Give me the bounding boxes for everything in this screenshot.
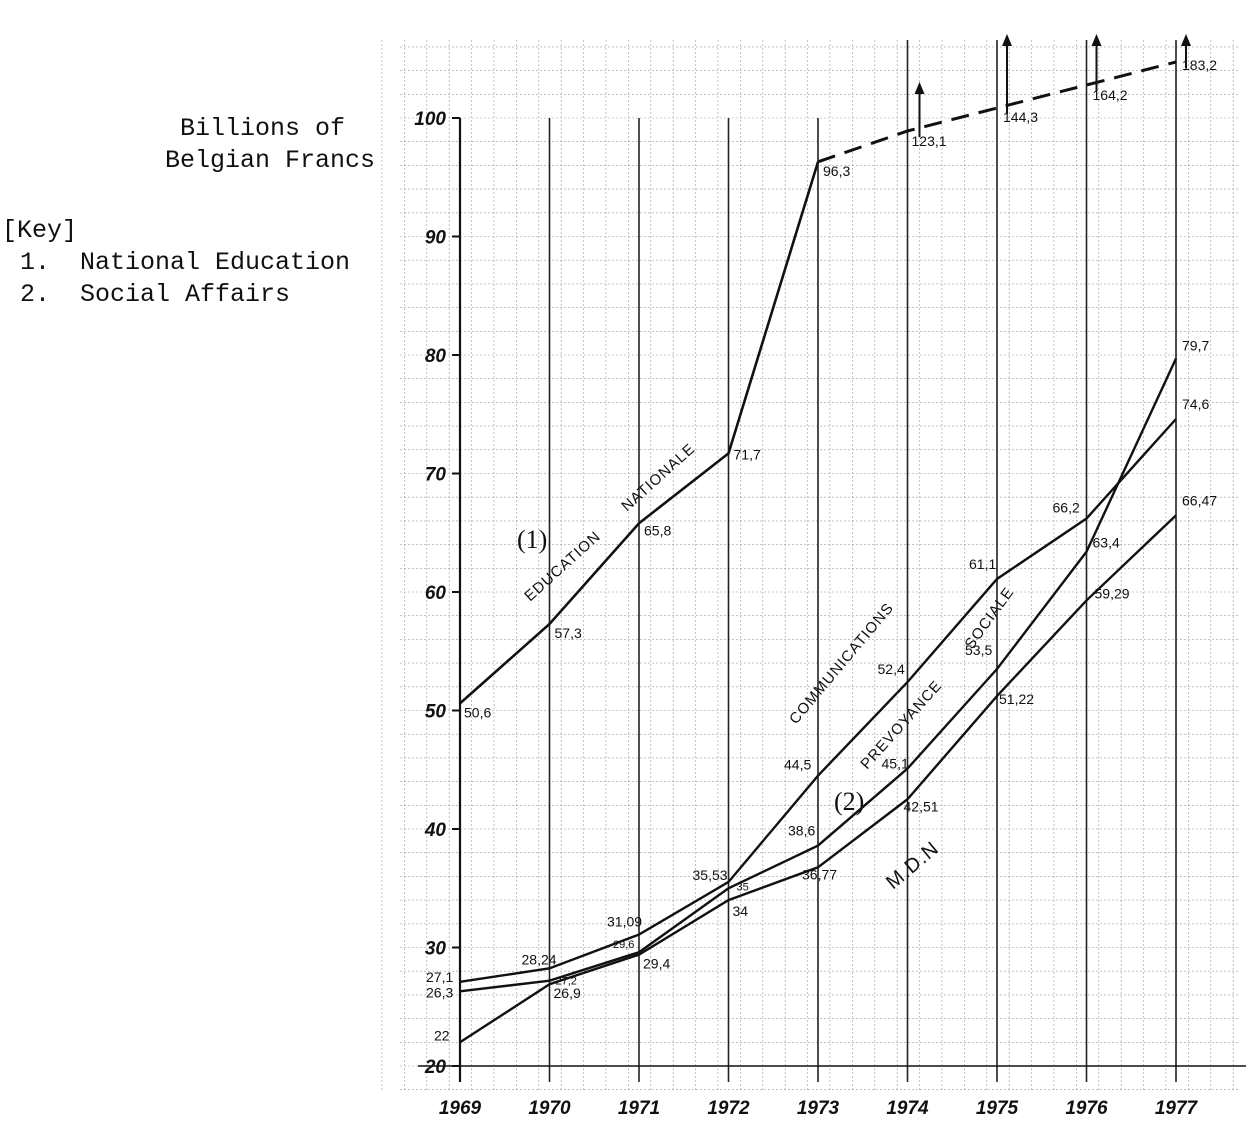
data-label-mdn: 29,4 [643,956,670,972]
data-label-education: 183,2 [1182,57,1217,73]
y-tick-label: 100 [414,109,446,130]
x-tick-label: 1971 [618,1098,660,1119]
data-label-mdn: 51,22 [999,691,1034,707]
data-label-communications: 35,53 [693,867,728,883]
series-line-prevoyance-sociale [459,358,1178,993]
y-tick-label: 80 [425,346,447,367]
off-scale-arrows [914,34,1191,137]
data-label-mdn: 59,29 [1095,585,1130,601]
data-label-communications: 74,6 [1182,396,1209,412]
data-label-mdn: 42,51 [904,798,939,814]
data-labels: 50,6 57,3 65,8 71,7 96,3 123,1 144,3 164,2 183,2… [426,57,1217,1043]
y-tick-label: 20 [424,1057,447,1078]
series-marker-1: (1) [517,525,547,554]
data-label-education: 65,8 [644,522,671,538]
data-label-mdn: 36,77 [802,866,837,882]
data-label-prevoyance: 26,3 [426,984,453,1000]
data-label-prevoyance: 53,5 [965,642,992,658]
data-label-mdn: 26,9 [554,985,581,1001]
series-line-education-dashed [817,60,1177,164]
series-labels: EDUCATIONNATIONALECOMMUNICATIONSPREVOYAN… [517,440,1018,894]
y-tick-label: 40 [424,820,447,841]
series-name-education-2: NATIONALE [618,440,698,515]
y-axis-ticks: 20 30 40 50 60 70 80 90 100 [414,109,460,1078]
data-label-mdn: 22 [434,1027,450,1043]
series-line-education-nationale [459,161,820,705]
key-item-2: 2. Social Affairs [20,280,291,309]
data-label-prevoyance: 63,4 [1093,535,1120,551]
data-label-education: 144,3 [1003,109,1038,125]
key-item-1: 1. National Education [20,248,351,277]
data-label-mdn: 66,47 [1182,492,1217,508]
data-label-education: 123,1 [912,133,947,149]
off-scale-arrowhead [914,82,925,94]
series-name-mdn: M.D.N [882,837,943,893]
x-tick-label: 1973 [797,1098,840,1119]
data-label-communications: 31,09 [607,914,642,930]
data-label-education: 57,3 [555,625,582,641]
data-label-education: 96,3 [823,163,850,179]
data-label-prevoyance: 29,6 [613,939,634,951]
data-label-prevoyance: 45,1 [882,756,909,772]
grid-minor-lines [381,40,1240,1090]
series-lines [459,60,1178,1044]
data-label-communications: 44,5 [784,757,811,773]
x-tick-label: 1977 [1155,1098,1199,1119]
data-label-education: 164,2 [1093,87,1128,103]
data-label-education: 50,6 [464,704,491,720]
data-label-communications: 52,4 [878,661,905,677]
x-tick-label: 1974 [886,1098,929,1119]
y-tick-label: 30 [425,939,447,960]
off-scale-arrowhead [1002,34,1012,46]
x-axis-ticks: 1969 1970 1971 1972 1973 1974 1975 1976 1977 [439,1098,1199,1119]
key-heading: [Key] [2,216,78,245]
x-tick-label: 1976 [1065,1098,1108,1119]
axes [418,118,1246,1082]
data-label-mdn: 34 [733,903,749,919]
off-scale-arrowhead [1181,34,1191,46]
data-label-prevoyance: 79,7 [1182,338,1209,354]
y-tick-label: 50 [425,702,447,723]
data-label-prevoyance: 35 [737,881,749,893]
data-label-communications: 27,1 [426,969,453,985]
data-label-communications: 28,24 [522,951,557,967]
off-scale-arrowhead [1091,34,1102,46]
series-line-communications [459,418,1177,984]
x-tick-label: 1975 [976,1098,1019,1119]
x-tick-label: 1969 [439,1098,482,1119]
x-tick-label: 1972 [707,1098,750,1119]
unit-title-line-2: Belgian Francs [164,146,375,175]
x-tick-label: 1970 [528,1098,571,1119]
data-label-prevoyance: 27,2 [556,976,577,988]
series-marker-2: (2) [834,787,864,816]
data-label-communications: 66,2 [1053,500,1080,516]
data-label-prevoyance: 38,6 [788,823,815,839]
data-label-communications: 61,1 [969,556,996,572]
unit-title-line-1: Billions of [179,114,345,143]
y-tick-label: 60 [425,583,447,604]
y-tick-label: 70 [425,465,447,486]
data-label-education: 71,7 [734,446,761,462]
y-tick-label: 90 [425,228,447,249]
series-line-mdn [459,514,1177,1044]
